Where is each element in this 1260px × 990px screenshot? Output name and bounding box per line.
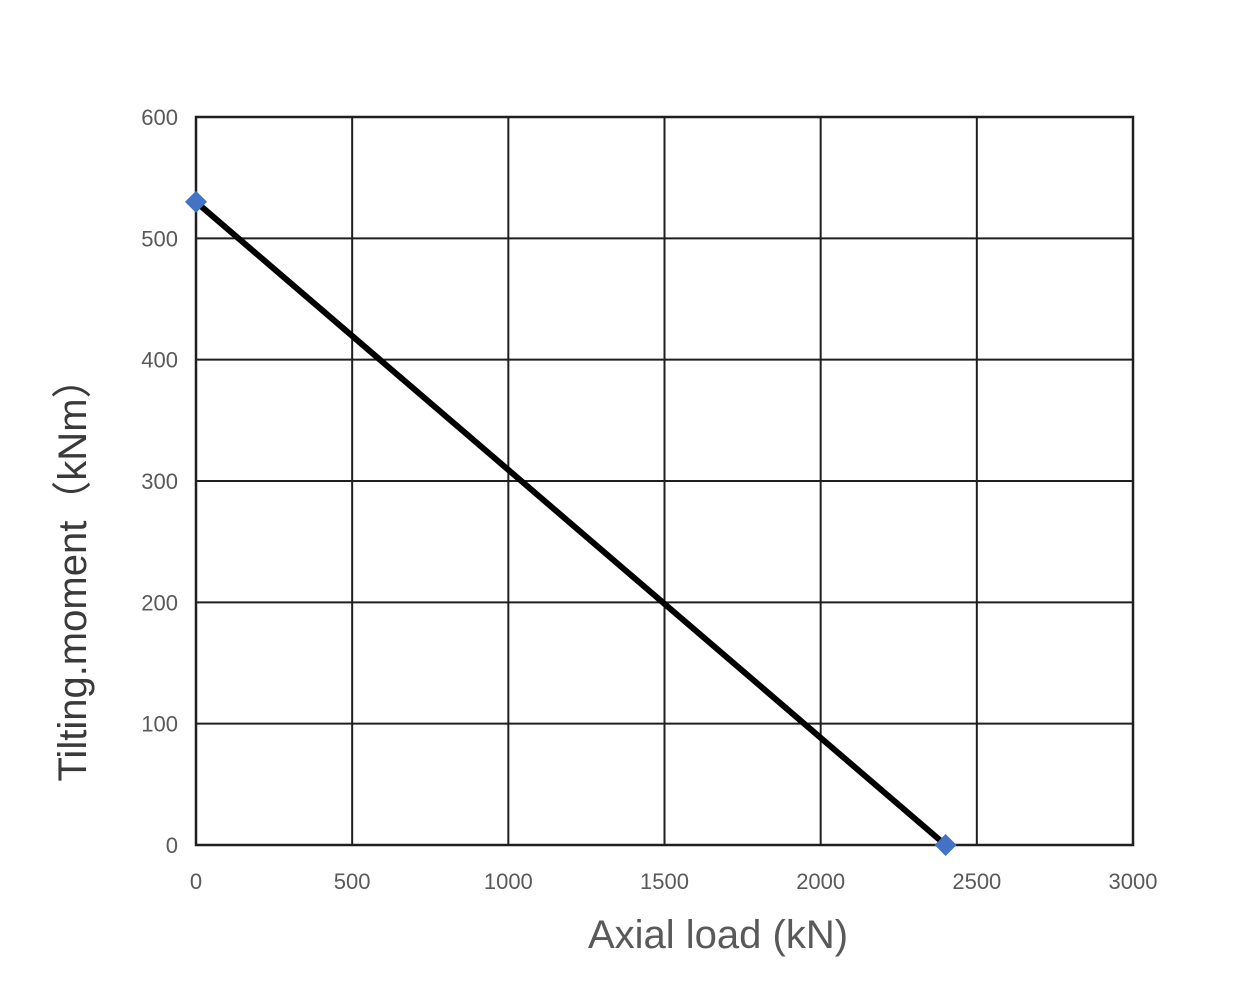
- grid: [195, 116, 1134, 846]
- x-tick-label: 2500: [952, 869, 1001, 894]
- y-tick-label: 300: [141, 469, 178, 494]
- x-tick-label: 1000: [484, 869, 533, 894]
- y-tick-label: 500: [141, 226, 178, 251]
- series-layer: [185, 190, 957, 856]
- x-axis-title: Axial load (kN): [588, 913, 848, 957]
- y-tick-label: 100: [141, 712, 178, 737]
- y-tick-label: 200: [141, 590, 178, 615]
- ticks-layer: 0 500 1000 1500 2000 2500 3000 0 100 200 300 400 500…: [141, 105, 1157, 894]
- x-tick-label: 3000: [1109, 869, 1158, 894]
- y-tick-label: 400: [141, 348, 178, 373]
- plot-border: [194, 115, 1135, 847]
- y-tick-label: 600: [141, 105, 178, 130]
- x-tick-label: 0: [190, 869, 202, 894]
- x-tick-label: 1500: [640, 869, 689, 894]
- plot-frame: [194, 115, 1135, 847]
- y-tick-label: 0: [166, 833, 178, 858]
- data-point-marker: [934, 834, 957, 856]
- data-point-marker: [185, 190, 207, 213]
- y-axis-title: Tilting.moment（kNm）: [51, 358, 95, 781]
- x-tick-label: 2000: [796, 869, 845, 894]
- series-line: [194, 199, 948, 848]
- x-tick-label: 500: [334, 869, 371, 894]
